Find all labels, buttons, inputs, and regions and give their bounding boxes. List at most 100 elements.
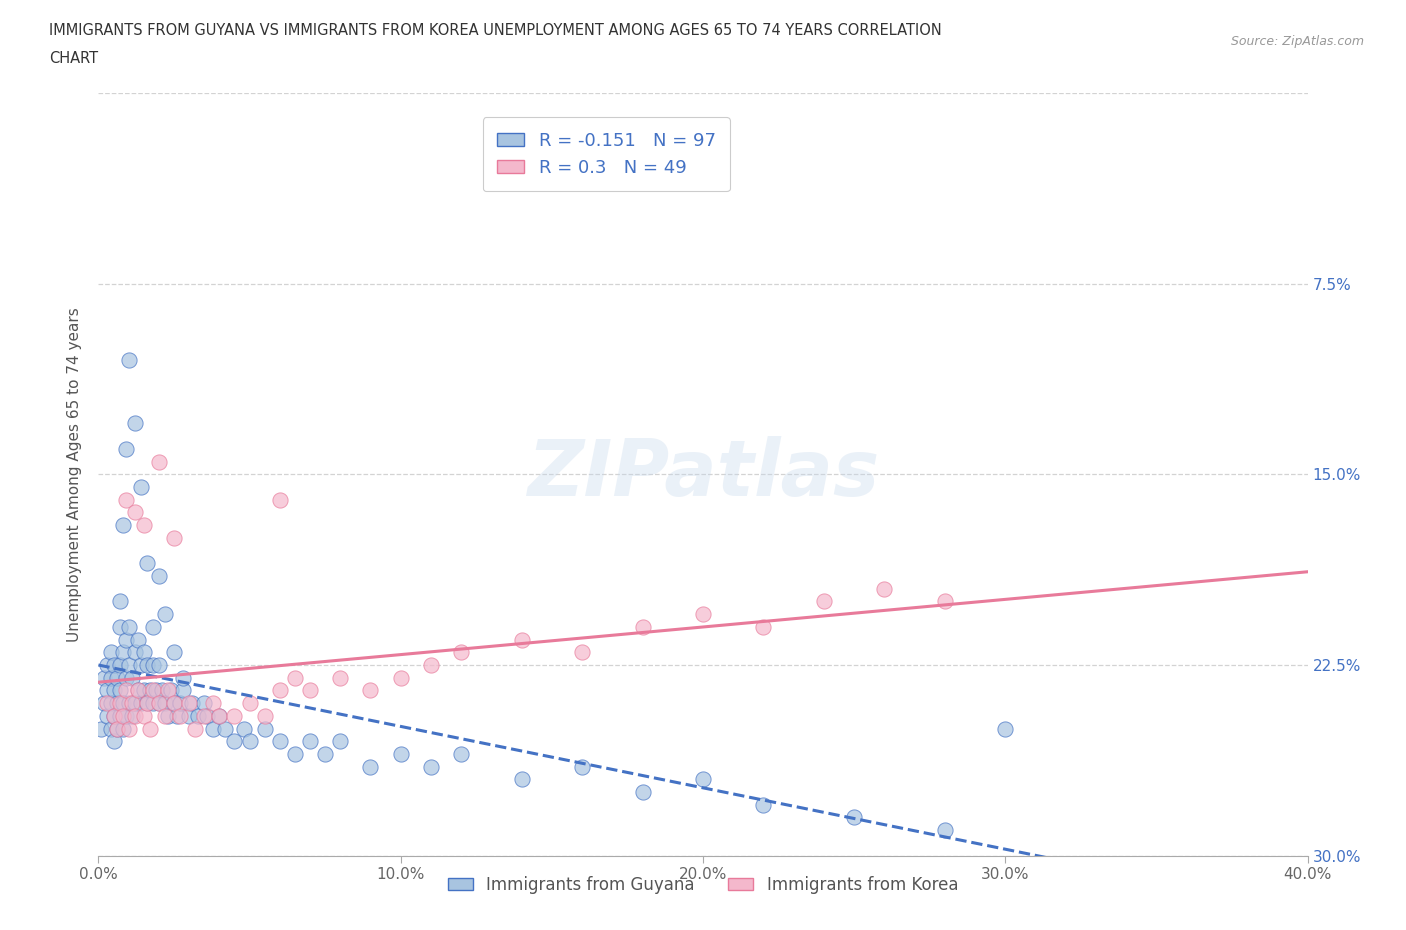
Point — [121, 696, 143, 711]
Point — [105, 671, 128, 685]
Point — [269, 683, 291, 698]
Point — [193, 696, 215, 711]
Point — [103, 709, 125, 724]
Point — [142, 696, 165, 711]
Point — [193, 709, 215, 724]
Point — [571, 644, 593, 659]
Point — [692, 606, 714, 621]
Point — [253, 721, 276, 736]
Point — [142, 619, 165, 634]
Point — [329, 671, 352, 685]
Point — [169, 709, 191, 724]
Point — [813, 594, 835, 609]
Point — [269, 734, 291, 749]
Point — [166, 709, 188, 724]
Point — [114, 632, 136, 647]
Point — [148, 696, 170, 711]
Point — [124, 644, 146, 659]
Point — [360, 759, 382, 774]
Point — [208, 709, 231, 724]
Point — [100, 671, 122, 685]
Point — [114, 492, 136, 507]
Point — [692, 772, 714, 787]
Point — [103, 658, 125, 672]
Point — [299, 683, 322, 698]
Point — [224, 709, 246, 724]
Point — [284, 671, 307, 685]
Point — [111, 518, 134, 533]
Point — [844, 810, 866, 825]
Point — [114, 671, 136, 685]
Point — [100, 721, 122, 736]
Point — [105, 721, 128, 736]
Point — [450, 644, 472, 659]
Point — [181, 696, 204, 711]
Point — [142, 683, 165, 698]
Point — [284, 747, 307, 762]
Point — [179, 696, 201, 711]
Point — [420, 658, 443, 672]
Point — [148, 568, 170, 583]
Point — [139, 683, 162, 698]
Point — [163, 530, 186, 545]
Point — [163, 696, 186, 711]
Point — [100, 644, 122, 659]
Point — [148, 454, 170, 469]
Point — [108, 658, 131, 672]
Point — [631, 619, 654, 634]
Point — [153, 696, 176, 711]
Point — [108, 696, 131, 711]
Point — [139, 721, 162, 736]
Point — [934, 823, 956, 838]
Text: IMMIGRANTS FROM GUYANA VS IMMIGRANTS FROM KOREA UNEMPLOYMENT AMONG AGES 65 TO 74: IMMIGRANTS FROM GUYANA VS IMMIGRANTS FRO… — [49, 23, 942, 38]
Point — [132, 709, 155, 724]
Point — [195, 709, 218, 724]
Point — [187, 709, 209, 724]
Point — [934, 594, 956, 609]
Point — [129, 696, 152, 711]
Point — [184, 721, 207, 736]
Point — [114, 442, 136, 457]
Point — [135, 696, 157, 711]
Point — [103, 683, 125, 698]
Point — [118, 721, 141, 736]
Point — [105, 721, 128, 736]
Point — [202, 696, 225, 711]
Point — [103, 734, 125, 749]
Point — [752, 797, 775, 812]
Point — [118, 696, 141, 711]
Point — [239, 696, 262, 711]
Point — [156, 683, 179, 698]
Point — [214, 721, 236, 736]
Point — [389, 671, 412, 685]
Point — [873, 581, 896, 596]
Point — [153, 606, 176, 621]
Point — [127, 632, 149, 647]
Point — [111, 696, 134, 711]
Point — [510, 772, 533, 787]
Point — [208, 709, 231, 724]
Point — [132, 518, 155, 533]
Point — [232, 721, 254, 736]
Point — [169, 696, 191, 711]
Point — [121, 671, 143, 685]
Point — [124, 696, 146, 711]
Point — [124, 709, 146, 724]
Point — [299, 734, 322, 749]
Point — [135, 658, 157, 672]
Point — [160, 683, 183, 698]
Point — [96, 658, 118, 672]
Point — [360, 683, 382, 698]
Point — [253, 709, 276, 724]
Text: ZIPatlas: ZIPatlas — [527, 436, 879, 512]
Point — [224, 734, 246, 749]
Point — [389, 747, 412, 762]
Point — [108, 683, 131, 698]
Point — [114, 709, 136, 724]
Point — [239, 734, 262, 749]
Point — [93, 696, 115, 711]
Point — [148, 658, 170, 672]
Point — [329, 734, 352, 749]
Point — [108, 709, 131, 724]
Point — [124, 505, 146, 520]
